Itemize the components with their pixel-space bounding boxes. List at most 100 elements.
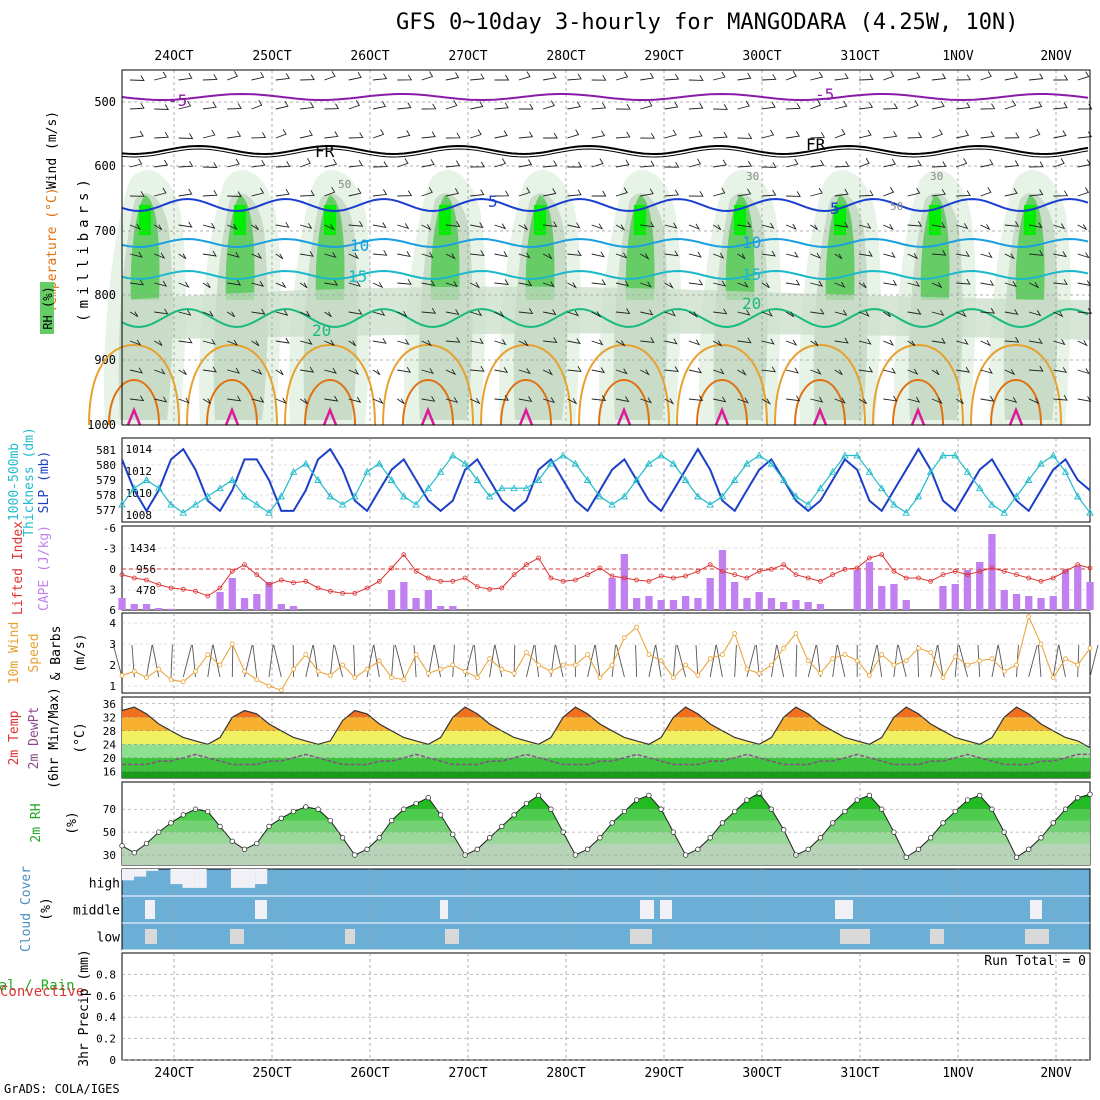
wind-panel-frame <box>121 612 1091 694</box>
precip-tick-0.8: 0.8 <box>96 968 116 981</box>
wind-barb <box>737 281 749 288</box>
wind-barb <box>688 130 703 139</box>
thickness-point <box>155 484 163 492</box>
wind-barb <box>810 340 819 347</box>
cape-bar <box>155 608 163 610</box>
rh-shade-green <box>825 195 855 300</box>
thickness-point <box>534 476 543 483</box>
wind-barb <box>785 339 798 346</box>
wind-barb <box>178 133 194 139</box>
wind-barb <box>154 308 169 315</box>
thickness-point <box>951 451 959 459</box>
wind-speed-point <box>193 668 198 674</box>
wind-barb <box>421 280 436 287</box>
wind-barb <box>1029 338 1043 344</box>
wind-barb <box>202 282 211 289</box>
wind-barb <box>834 309 848 316</box>
surface-wind-barb <box>152 644 160 678</box>
wind-barb <box>737 221 752 228</box>
li-point <box>389 565 395 571</box>
rh2m-point <box>584 846 591 852</box>
wind-barb <box>591 190 607 197</box>
wind-barb <box>445 309 460 316</box>
wind-barb <box>445 188 460 197</box>
date-bottom-29OCT: 29OCT <box>644 1066 683 1081</box>
wind-barb <box>883 131 898 139</box>
wind-barb <box>1029 189 1044 197</box>
wind-barb <box>543 337 558 343</box>
thickness-point <box>620 492 629 500</box>
wind-barb <box>688 339 701 346</box>
wind-speed-point <box>413 652 419 657</box>
surface-wind-barb <box>655 644 662 678</box>
cape-bar <box>412 598 420 610</box>
wind-speed-point <box>707 656 713 662</box>
li-point <box>634 577 639 583</box>
thickness-point <box>755 451 763 459</box>
cloud-high-bar <box>243 869 256 888</box>
label-rh: 2m RH <box>29 803 44 842</box>
wind-barb <box>542 369 554 376</box>
wind-barb <box>372 397 384 405</box>
wind-barb <box>421 187 433 197</box>
wind-barb <box>543 309 557 316</box>
wind-barb <box>421 252 434 259</box>
thickness-point <box>277 492 286 500</box>
li-point <box>156 582 162 588</box>
wind-barb <box>251 340 260 347</box>
wind-barb <box>518 187 531 197</box>
wind-barb <box>1053 74 1069 81</box>
wind-barb <box>275 281 287 289</box>
wind-barb <box>785 251 799 258</box>
rh-legend-swatch <box>40 282 54 334</box>
wind-barb <box>227 223 238 231</box>
wind-barb <box>445 336 461 343</box>
wind-barb <box>615 159 630 168</box>
temp-contour-35-arch <box>714 406 730 426</box>
wind-tick-3: 3 <box>109 638 116 651</box>
contour-label: 5 <box>488 192 498 211</box>
rh2m-point <box>180 812 186 818</box>
surface-wind-barb <box>494 644 503 678</box>
wind-barb <box>470 250 485 256</box>
surface-wind-barb <box>373 644 380 678</box>
wind-speed-point <box>744 666 750 672</box>
label-temp-1: 2m Temp <box>7 710 22 765</box>
li-point <box>536 555 541 561</box>
cape-bar <box>682 596 690 610</box>
wind-barb <box>761 101 776 110</box>
wind-barb <box>129 102 145 110</box>
surface-wind-barb <box>807 644 817 678</box>
thickness-point <box>179 508 188 516</box>
wind-tick-4: 4 <box>109 617 116 630</box>
wind-barb <box>1028 129 1041 139</box>
date-top-28OCT: 28OCT <box>546 49 585 64</box>
thickness-point <box>228 476 237 483</box>
wind-barb <box>761 162 777 168</box>
surface-wind-barb <box>1037 644 1042 678</box>
wind-barb <box>178 160 194 168</box>
cape-bar <box>228 578 236 610</box>
wind-barb <box>713 131 728 139</box>
label-wind-3: & Barbs <box>49 626 64 681</box>
wind-speed-point <box>548 668 554 674</box>
wind-barb <box>275 100 289 110</box>
wind-barb <box>907 396 921 403</box>
thickness-point <box>167 500 175 508</box>
li-point <box>499 585 505 591</box>
wind-speed-point <box>327 673 333 678</box>
date-bottom-30OCT: 30OCT <box>742 1066 781 1081</box>
wind-barb <box>299 223 313 230</box>
wind-barb <box>227 395 242 402</box>
wind-barb <box>640 132 656 139</box>
thickness-point <box>767 459 776 467</box>
wind-barb <box>445 160 461 168</box>
wind-barb <box>834 100 848 110</box>
wind-barb <box>421 159 435 168</box>
li-point <box>928 578 934 584</box>
li-point <box>217 585 223 591</box>
wind-speed-point <box>242 668 247 674</box>
wind-speed-point <box>781 645 787 651</box>
rh2m-point <box>376 835 382 841</box>
